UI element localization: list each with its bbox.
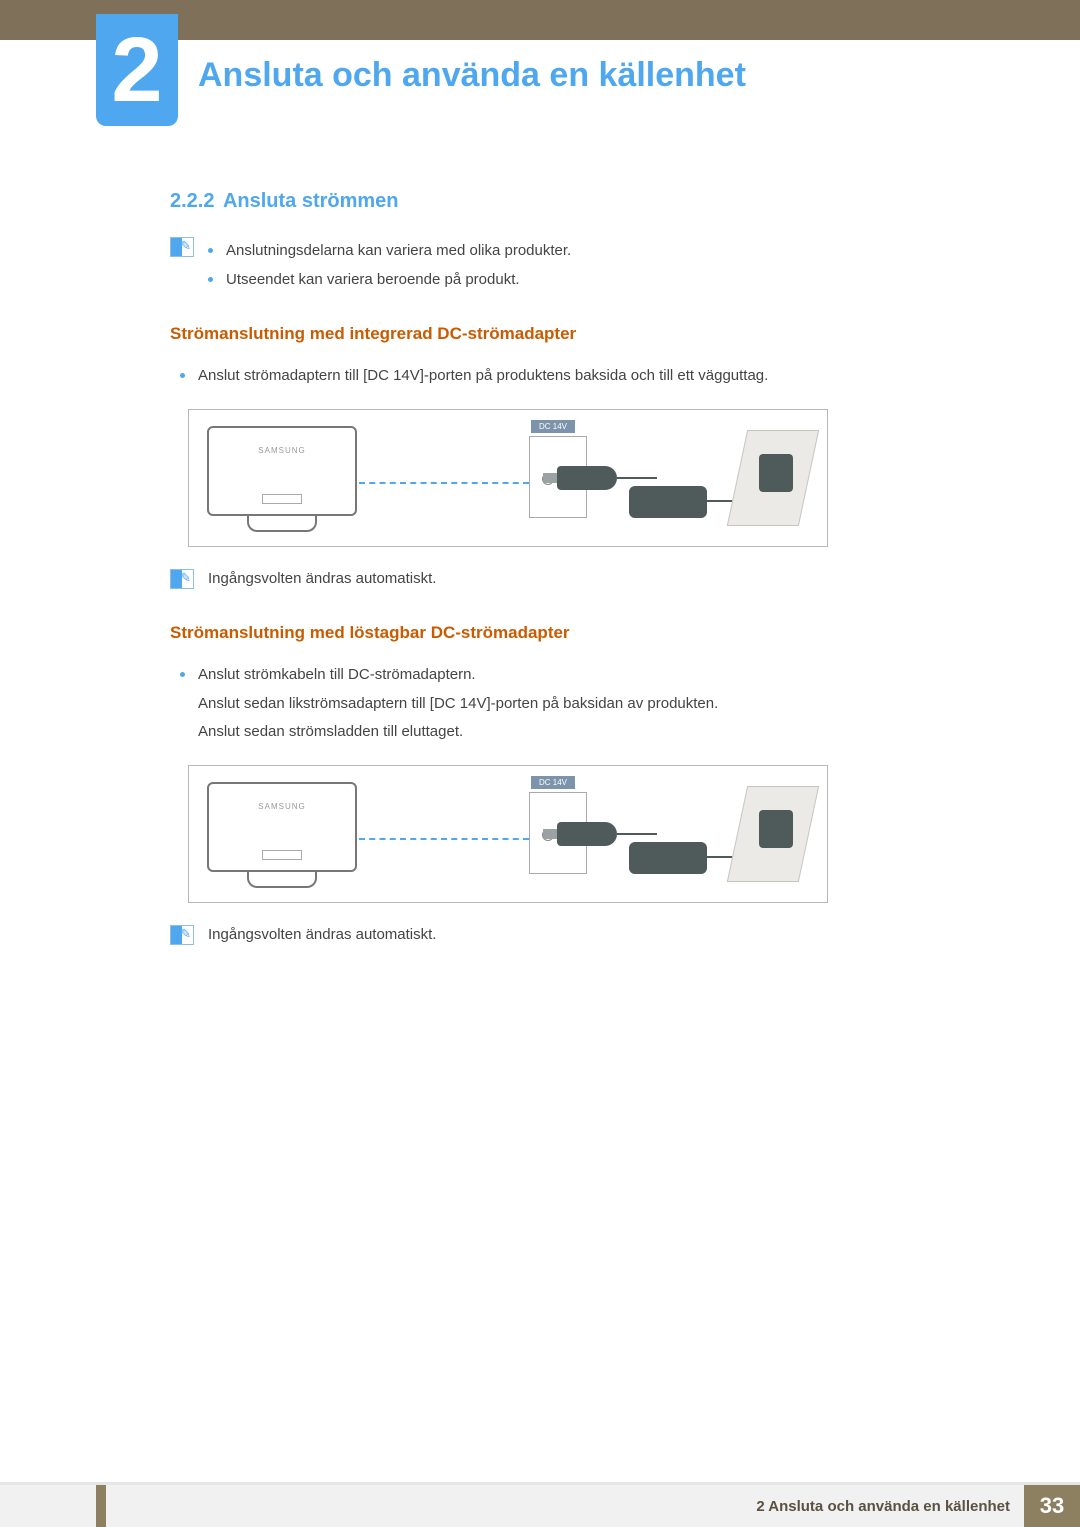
connection-dash-icon bbox=[359, 482, 529, 484]
monitor-ports-icon bbox=[262, 494, 302, 504]
note-icon bbox=[170, 237, 194, 257]
note-block: Anslutningsdelarna kan variera med olika… bbox=[170, 237, 980, 294]
note-block: Ingångsvolten ändras automatiskt. bbox=[170, 921, 980, 950]
footer-accent bbox=[96, 1485, 106, 1527]
body-list: Anslut strömkabeln till DC-strömadaptern… bbox=[170, 661, 980, 747]
footer-text: 2 Ansluta och använda en källenhet bbox=[756, 1485, 1010, 1527]
body-line: Anslut sedan likströmsadaptern till [DC … bbox=[198, 695, 718, 712]
diagram-detachable-adapter: SAMSUNG DC 14V bbox=[188, 765, 828, 903]
cord-icon bbox=[617, 477, 657, 479]
note-icon bbox=[170, 925, 194, 945]
monitor-ports-icon bbox=[262, 850, 302, 860]
body-bullet: Anslut strömkabeln till DC-strömadaptern… bbox=[170, 661, 980, 747]
wall-plug-icon bbox=[759, 810, 793, 848]
chapter-title: Ansluta och använda en källenhet bbox=[198, 56, 746, 95]
monitor-icon: SAMSUNG bbox=[207, 782, 357, 872]
note-text: Ingångsvolten ändras automatiskt. bbox=[208, 921, 436, 950]
chapter-number-badge: 2 bbox=[96, 14, 178, 126]
note-icon bbox=[170, 569, 194, 589]
note-block: Ingångsvolten ändras automatiskt. bbox=[170, 565, 980, 594]
monitor-icon: SAMSUNG bbox=[207, 426, 357, 516]
note-text: Ingångsvolten ändras automatiskt. bbox=[208, 565, 436, 594]
monitor-brand: SAMSUNG bbox=[258, 802, 305, 811]
adapter-brick-icon bbox=[629, 842, 707, 874]
body-bullet-text: Anslut strömkabeln till DC-strömadaptern… bbox=[198, 666, 476, 683]
body-list: Anslut strömadaptern till [DC 14V]-porte… bbox=[170, 362, 980, 391]
wall-plug-icon bbox=[759, 454, 793, 492]
cord-icon bbox=[617, 833, 657, 835]
port-label: DC 14V bbox=[531, 776, 575, 789]
body-bullet: Anslut strömadaptern till [DC 14V]-porte… bbox=[170, 362, 980, 391]
subheading-detachable: Strömanslutning med löstagbar DC-strömad… bbox=[170, 623, 980, 643]
subheading-integrated: Strömanslutning med integrerad DC-ströma… bbox=[170, 324, 980, 344]
adapter-brick-icon bbox=[629, 486, 707, 518]
section-title: Ansluta strömmen bbox=[223, 190, 399, 212]
dc-plug-icon bbox=[557, 822, 617, 846]
body-line: Anslut sedan strömsladden till eluttaget… bbox=[198, 723, 463, 740]
connection-dash-icon bbox=[359, 838, 529, 840]
note-list: Anslutningsdelarna kan variera med olika… bbox=[208, 237, 571, 294]
footer-page-number: 33 bbox=[1024, 1485, 1080, 1527]
section-number: 2.2.2 bbox=[170, 190, 214, 212]
dc-plug-icon bbox=[557, 466, 617, 490]
monitor-brand: SAMSUNG bbox=[258, 446, 305, 455]
note-item: Utseendet kan variera beroende på produk… bbox=[208, 266, 571, 295]
note-item: Anslutningsdelarna kan variera med olika… bbox=[208, 237, 571, 266]
diagram-integrated-adapter: SAMSUNG DC 14V bbox=[188, 409, 828, 547]
page-content: 2.2.2 Ansluta strömmen Anslutningsdelarn… bbox=[170, 190, 980, 949]
footer-bar: 2 Ansluta och använda en källenhet 33 bbox=[0, 1485, 1080, 1527]
section-heading: 2.2.2 Ansluta strömmen bbox=[170, 190, 980, 213]
port-label: DC 14V bbox=[531, 420, 575, 433]
